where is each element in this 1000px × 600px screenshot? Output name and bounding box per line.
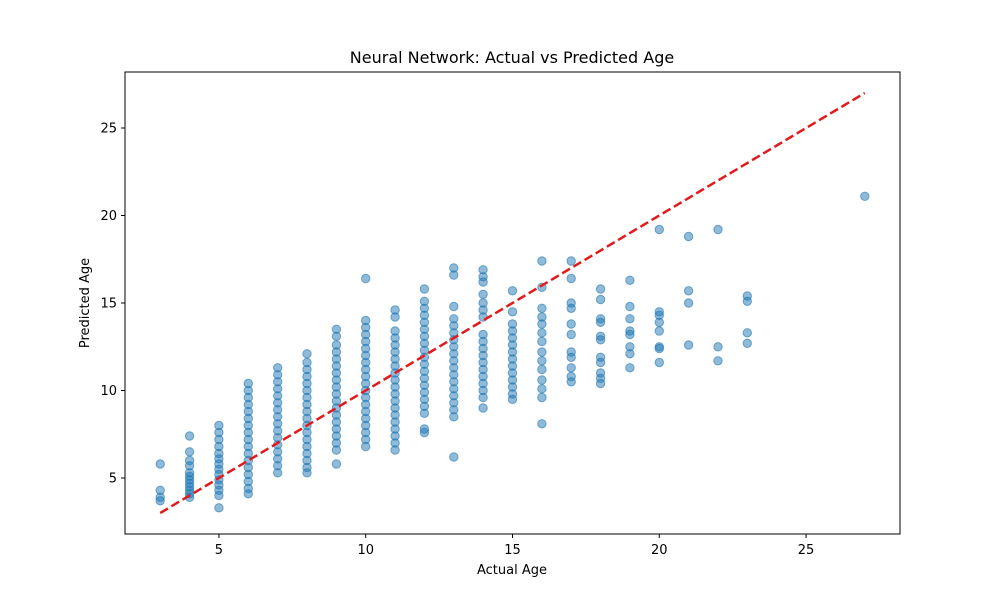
data-point — [537, 347, 547, 357]
data-point — [595, 335, 606, 345]
y-tick-label: 20 — [100, 209, 117, 224]
y-axis-ticks: 5 10 15 20 25 — [100, 122, 125, 487]
data-point — [419, 427, 430, 438]
data-point — [243, 489, 254, 499]
y-tick-label: 5 — [109, 472, 117, 487]
x-axis-label: Actual Age — [477, 563, 547, 578]
data-point — [654, 343, 664, 354]
data-point — [390, 445, 400, 455]
data-point — [449, 412, 459, 422]
data-point — [449, 270, 459, 280]
data-point — [654, 326, 664, 336]
data-point — [302, 349, 312, 359]
data-point — [595, 284, 606, 294]
data-point — [713, 356, 723, 366]
data-point — [625, 349, 635, 359]
data-point — [566, 329, 576, 340]
data-point — [654, 224, 664, 235]
data-point — [683, 286, 694, 296]
data-point — [595, 357, 606, 368]
data-point — [155, 459, 165, 469]
x-tick-label: 15 — [504, 543, 521, 558]
data-point — [537, 336, 547, 347]
data-point — [214, 503, 224, 513]
x-axis-ticks: 5 10 15 20 25 — [215, 534, 815, 558]
data-point — [654, 357, 664, 368]
data-point — [361, 441, 371, 452]
data-point — [566, 303, 576, 313]
data-point — [566, 273, 576, 284]
data-point — [625, 314, 635, 324]
data-point — [507, 307, 518, 317]
y-tick-label: 15 — [100, 297, 117, 312]
data-point — [595, 294, 606, 305]
data-point — [566, 377, 576, 387]
data-point — [273, 468, 283, 478]
data-point — [537, 392, 547, 403]
data-point — [625, 301, 635, 312]
data-point — [713, 224, 723, 235]
chart-title: Neural Network: Actual vs Predicted Age — [350, 48, 674, 67]
data-point — [537, 256, 547, 266]
data-point — [478, 289, 488, 299]
data-point — [595, 317, 606, 327]
data-point — [331, 445, 342, 455]
data-point — [331, 331, 342, 341]
data-point — [742, 296, 752, 306]
data-point — [537, 364, 547, 375]
x-tick-label: 20 — [651, 543, 668, 558]
data-point — [566, 352, 576, 362]
data-point — [478, 392, 488, 403]
data-point — [742, 328, 752, 338]
x-tick-label: 25 — [798, 543, 815, 558]
data-point — [595, 378, 606, 389]
data-point — [478, 277, 488, 287]
data-point — [860, 191, 870, 202]
data-point — [507, 394, 518, 404]
x-tick-label: 10 — [357, 543, 374, 558]
points-layer — [155, 191, 870, 513]
data-point — [566, 363, 576, 373]
data-point — [625, 363, 635, 373]
data-point — [625, 275, 635, 285]
data-point — [419, 408, 430, 418]
data-point — [478, 403, 488, 413]
data-point — [302, 468, 312, 478]
data-point — [449, 301, 459, 312]
ideal-prediction-line — [159, 91, 866, 515]
data-point — [419, 284, 430, 294]
y-tick-label: 25 — [100, 122, 117, 137]
y-tick-label: 10 — [100, 384, 117, 399]
data-point — [537, 319, 547, 329]
data-point — [566, 256, 576, 266]
x-tick-label: 5 — [215, 543, 223, 558]
data-point — [331, 459, 342, 469]
data-point — [214, 490, 224, 501]
data-point — [507, 286, 518, 296]
data-point — [537, 328, 547, 338]
data-point — [683, 298, 694, 308]
data-point — [184, 447, 195, 457]
data-point — [537, 303, 547, 313]
reference-line-layer — [159, 91, 866, 515]
data-point — [390, 312, 400, 322]
data-point — [537, 356, 547, 366]
data-point — [713, 342, 723, 352]
y-axis-label: Predicted Age — [78, 258, 93, 348]
data-point — [654, 317, 664, 327]
data-point — [155, 496, 165, 506]
data-point — [537, 375, 547, 385]
data-point — [625, 329, 635, 340]
data-point — [566, 319, 576, 329]
data-point — [742, 338, 752, 348]
data-point — [683, 231, 694, 242]
data-point — [537, 419, 547, 429]
data-point — [537, 384, 547, 394]
data-point — [449, 452, 459, 462]
data-point — [683, 340, 694, 350]
data-point — [361, 273, 371, 284]
data-point — [184, 431, 195, 441]
